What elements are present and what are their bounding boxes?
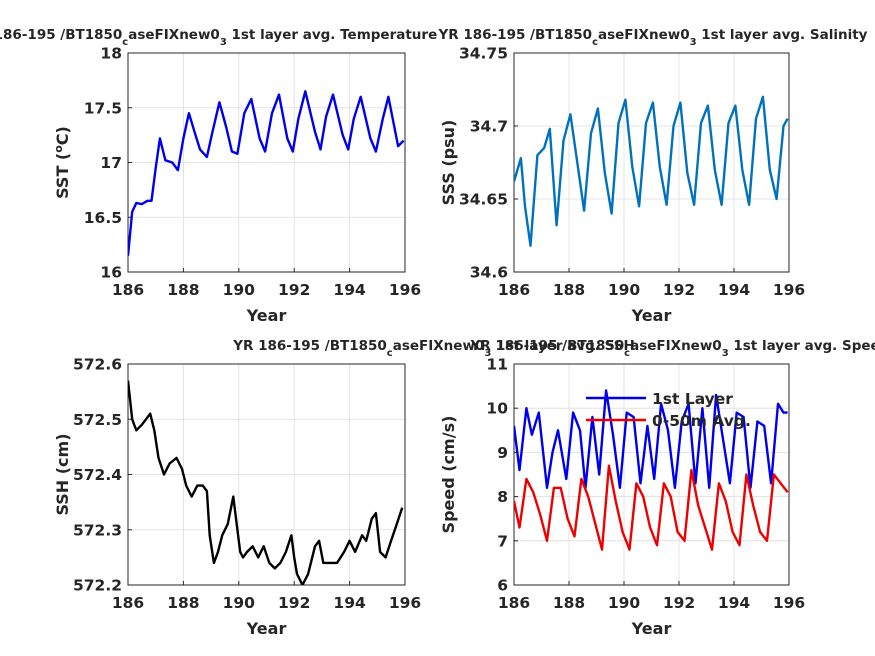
y-tick-label: 16.5	[84, 209, 122, 227]
x-axis-label: Year	[631, 306, 672, 325]
y-tick-label: 7	[497, 532, 508, 550]
x-tick-label: 186	[498, 281, 530, 299]
y-tick-label: 9	[497, 444, 508, 462]
y-tick-label: 17.5	[84, 99, 122, 117]
chart-title: YR 186-195 /BT1850caseFIXnew03 1st layer…	[232, 338, 635, 359]
chart-panel-4: 186 188 190 192 194 196 6 7 8 9 10 11 Year Speed (cm/…	[439, 338, 875, 638]
y-tick-label: 6	[497, 577, 508, 595]
y-tick-label: 8	[497, 488, 508, 506]
x-tick-label: 188	[167, 281, 199, 299]
x-tick-label: 186	[498, 594, 530, 612]
x-tick-label: 196	[389, 594, 421, 612]
chart-panel-3: 186 188 190 192 194 196 572.2 572.3 572.4 572.5 57…	[53, 338, 635, 638]
plot-frame	[127, 363, 406, 586]
x-axis-label: Year	[246, 619, 287, 638]
y-tick-label: 572.4	[73, 466, 122, 484]
x-tick-label: 194	[333, 594, 366, 612]
y-tick-label: 11	[486, 356, 508, 374]
chart-panel-1: 186 188 190 192 194 196 16 16.5 17 17.5 18 Year SST …	[0, 27, 437, 325]
y-tick-label: 572.5	[73, 411, 122, 429]
plot-frame	[513, 363, 790, 586]
chart-title: YR 186-195 /BT1850caseFIXnew03 1st layer…	[470, 338, 875, 359]
x-tick-label: 186	[112, 594, 144, 612]
plot-frame	[127, 52, 406, 273]
series-line-1	[128, 90, 405, 256]
x-tick-label: 190	[223, 594, 256, 612]
y-tick-label: 572.6	[73, 356, 122, 374]
y-tick-label: 10	[486, 400, 508, 418]
x-tick-label: 188	[553, 281, 585, 299]
legend-label-1: 1st Layer	[652, 390, 733, 408]
y-tick-label: 34.65	[459, 191, 508, 209]
x-axis-label: Year	[246, 306, 287, 325]
y-tick-label: 34.7	[470, 118, 508, 136]
x-tick-label: 188	[167, 594, 199, 612]
y-tick-label: 17	[100, 154, 122, 172]
plot-area	[513, 52, 790, 273]
series-line-2	[514, 464, 789, 551]
x-tick-label: 190	[608, 281, 641, 299]
legend-label-2: 0-50m Avg.	[652, 412, 751, 430]
x-tick-label: 196	[773, 281, 805, 299]
chart-title: YR 186-195 /BT1850caseFIXnew03 1st layer…	[438, 27, 868, 48]
plot-area	[513, 363, 790, 586]
x-tick-label: 186	[112, 281, 144, 299]
y-axis-label: SST (oC)	[52, 126, 73, 199]
x-tick-label: 190	[223, 281, 256, 299]
y-tick-label: 572.3	[73, 521, 122, 539]
y-tick-label: 34.75	[459, 45, 508, 63]
x-tick-label: 192	[278, 594, 310, 612]
chart-title: YR 186-195 /BT1850caseFIXnew03 1st layer…	[0, 27, 437, 48]
x-axis-label: Year	[631, 619, 672, 638]
x-tick-label: 192	[278, 281, 310, 299]
series-line-1	[514, 95, 789, 247]
chart-panel-2: 186 188 190 192 194 196 34.6 34.65 34.7 34.75 Year…	[438, 27, 868, 325]
y-axis-label: SSS (psu)	[439, 120, 458, 206]
x-tick-label: 188	[553, 594, 585, 612]
x-tick-label: 190	[608, 594, 641, 612]
y-tick-label: 572.2	[73, 577, 122, 595]
x-tick-label: 194	[718, 594, 751, 612]
x-tick-label: 196	[773, 594, 805, 612]
x-tick-label: 196	[389, 281, 421, 299]
x-tick-label: 194	[333, 281, 366, 299]
y-tick-label: 34.6	[470, 264, 508, 282]
series-line-1	[128, 380, 404, 585]
x-tick-label: 192	[663, 594, 695, 612]
y-tick-label: 18	[100, 45, 122, 63]
series-line-1	[514, 389, 788, 489]
x-tick-label: 194	[718, 281, 751, 299]
y-axis-label: SSH (cm)	[53, 433, 72, 515]
y-tick-label: 16	[100, 264, 122, 282]
x-tick-label: 192	[663, 281, 695, 299]
legend: 1st Layer 0-50m Avg.	[586, 390, 751, 430]
plot-frame	[513, 52, 790, 273]
y-axis-label: Speed (cm/s)	[439, 416, 458, 534]
